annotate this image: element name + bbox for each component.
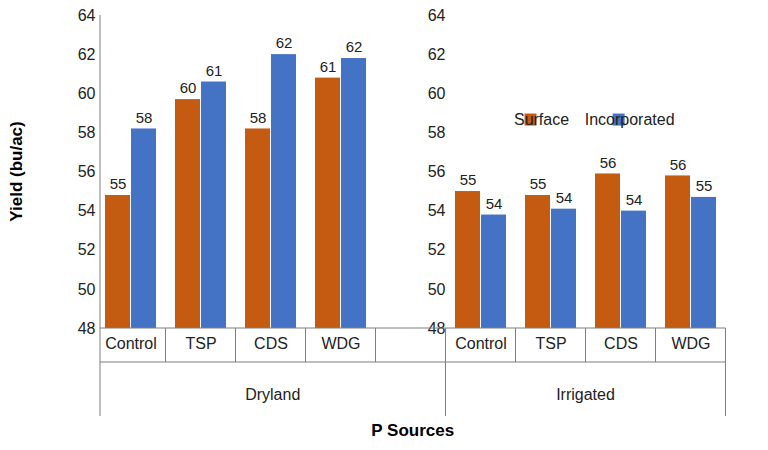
svg-text:54: 54 xyxy=(428,202,446,219)
svg-text:Incorporated: Incorporated xyxy=(585,111,675,128)
svg-text:61: 61 xyxy=(206,62,223,79)
svg-text:TSP: TSP xyxy=(185,335,216,352)
svg-text:55: 55 xyxy=(530,175,547,192)
svg-text:Irrigated: Irrigated xyxy=(556,386,615,403)
svg-text:64: 64 xyxy=(428,7,446,24)
svg-text:Control: Control xyxy=(455,335,507,352)
svg-text:60: 60 xyxy=(428,85,446,102)
svg-text:CDS: CDS xyxy=(254,335,288,352)
svg-text:Yield (bu/ac): Yield (bu/ac) xyxy=(7,121,26,221)
svg-text:56: 56 xyxy=(670,156,687,173)
svg-text:61: 61 xyxy=(320,58,337,75)
svg-text:52: 52 xyxy=(78,241,96,258)
svg-text:58: 58 xyxy=(250,109,267,126)
svg-text:48: 48 xyxy=(78,320,96,337)
svg-text:62: 62 xyxy=(276,34,293,51)
svg-text:P Sources: P Sources xyxy=(371,421,454,440)
svg-text:55: 55 xyxy=(696,177,713,194)
svg-text:50: 50 xyxy=(428,280,446,297)
svg-text:50: 50 xyxy=(78,280,96,297)
svg-text:52: 52 xyxy=(428,241,446,258)
svg-text:54: 54 xyxy=(556,189,573,206)
svg-text:48: 48 xyxy=(427,319,446,337)
svg-text:WDG: WDG xyxy=(671,335,710,352)
svg-text:Surface: Surface xyxy=(514,111,569,128)
svg-text:56: 56 xyxy=(600,154,617,171)
svg-text:Dryland: Dryland xyxy=(245,386,300,403)
svg-text:58: 58 xyxy=(428,124,446,141)
svg-text:58: 58 xyxy=(78,124,96,141)
svg-text:56: 56 xyxy=(428,163,446,180)
svg-text:62: 62 xyxy=(428,46,446,63)
svg-text:TSP: TSP xyxy=(535,335,566,352)
svg-text:CDS: CDS xyxy=(604,335,638,352)
svg-text:58: 58 xyxy=(136,109,153,126)
svg-text:62: 62 xyxy=(78,46,96,63)
svg-text:54: 54 xyxy=(486,195,503,212)
svg-text:54: 54 xyxy=(78,202,96,219)
svg-text:Control: Control xyxy=(105,335,157,352)
svg-text:60: 60 xyxy=(78,85,96,102)
svg-text:62: 62 xyxy=(346,38,363,55)
svg-text:56: 56 xyxy=(78,163,96,180)
svg-text:54: 54 xyxy=(626,191,643,208)
svg-text:55: 55 xyxy=(110,175,127,192)
svg-text:64: 64 xyxy=(78,7,96,24)
svg-text:55: 55 xyxy=(460,171,477,188)
svg-text:60: 60 xyxy=(180,79,197,96)
svg-text:WDG: WDG xyxy=(321,335,360,352)
